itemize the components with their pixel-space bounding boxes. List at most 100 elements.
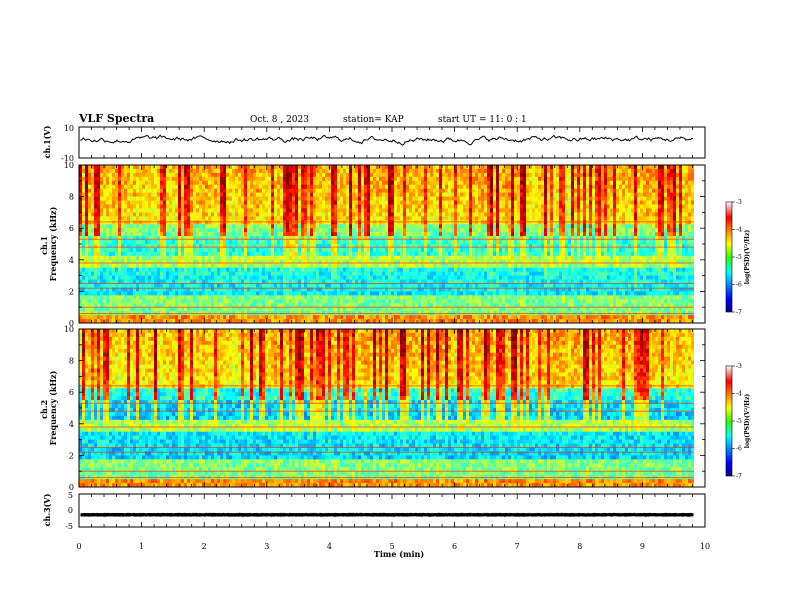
spectrogram-cell <box>154 224 158 229</box>
spectrogram-cell <box>166 244 170 249</box>
spectrogram-cell <box>424 172 428 178</box>
spectrogram-cell <box>187 208 191 213</box>
spectrogram-cell <box>202 236 206 241</box>
spectrogram-cell <box>445 176 449 182</box>
spectrogram-cell <box>172 307 176 312</box>
spectrogram-cell <box>352 299 356 304</box>
spectrogram-cell <box>205 165 209 170</box>
spectrogram-cell <box>85 240 89 245</box>
spectrogram-cell <box>415 295 419 300</box>
spectrogram-cell <box>163 299 167 304</box>
spectrogram-cell <box>355 172 359 178</box>
spectrogram-cell <box>256 295 260 300</box>
spectrogram-cell <box>262 267 266 272</box>
spectrogram-cell <box>232 176 236 182</box>
spectrogram-cell <box>358 315 362 320</box>
spectrogram-cell <box>217 176 221 182</box>
spectrogram-cell <box>211 279 215 284</box>
spectrogram-cell <box>139 295 143 300</box>
spectrogram-cell <box>313 172 317 178</box>
spectrogram-cell <box>166 307 170 312</box>
spectrogram-cell <box>298 319 302 324</box>
spectrogram-cell <box>103 216 107 221</box>
spectrogram-cell <box>136 236 140 241</box>
spectrogram-cell <box>247 307 251 312</box>
spectrogram-cell <box>127 220 131 225</box>
spectrogram-cell <box>214 259 218 265</box>
spectrogram-cell <box>220 224 224 229</box>
spectrogram-cell <box>136 232 140 237</box>
spectrogram-cell <box>124 303 128 308</box>
spectrogram-cell <box>361 275 365 280</box>
spectrogram-cell <box>247 184 251 189</box>
spectrogram-cell <box>181 200 185 205</box>
spectrogram-cell <box>184 295 188 300</box>
spectrogram-cell <box>433 212 437 217</box>
spectrogram-cell <box>82 224 86 229</box>
spectrogram-cell <box>382 200 386 205</box>
spectrogram-cell <box>247 319 251 324</box>
spectrogram-cell <box>136 212 140 217</box>
spectrogram-cell <box>286 271 290 276</box>
spectrogram-cell <box>196 283 200 288</box>
spectrogram-cell <box>277 283 281 288</box>
spectrogram-cell <box>325 307 329 312</box>
spectrogram-cell <box>415 240 419 245</box>
spectrogram-cell <box>226 165 230 170</box>
spectrogram-cell <box>241 263 245 268</box>
spectrogram-cell <box>190 307 194 312</box>
spectrogram-cell <box>136 307 140 312</box>
spectrogram-cell <box>97 299 101 304</box>
spectrogram-cell <box>442 263 446 268</box>
spectrogram-cell <box>319 232 323 237</box>
spectrogram-cell <box>295 299 299 304</box>
spectrogram-cell <box>145 299 149 304</box>
spectrogram-cell <box>172 204 176 209</box>
spectrogram-cell <box>355 279 359 284</box>
spectrogram-cell <box>121 212 125 217</box>
spectrogram-cell <box>436 291 440 296</box>
spectrogram-cell <box>205 232 209 237</box>
spectrogram-cell <box>115 204 119 209</box>
spectrogram-cell <box>187 271 191 276</box>
spectrogram-cell <box>403 232 407 237</box>
spectrogram-cell <box>424 176 428 182</box>
spectrogram-cell <box>109 259 113 265</box>
spectrogram-cell <box>190 180 194 186</box>
spectrogram-cell <box>277 208 281 213</box>
spectrogram-cell <box>424 180 428 186</box>
spectrogram-cell <box>148 244 152 249</box>
spectrogram-cell <box>319 240 323 245</box>
spectrogram-cell <box>244 303 248 308</box>
spectrogram-cell <box>409 319 413 324</box>
spectrogram-cell <box>94 224 98 229</box>
spectrogram-cell <box>439 295 443 300</box>
spectrogram-cell <box>271 307 275 312</box>
spectrogram-cell <box>424 307 428 312</box>
spectrogram-cell <box>415 168 419 174</box>
spectrogram-cell <box>160 244 164 249</box>
spectrogram-cell <box>412 279 416 284</box>
spectrogram-cell <box>274 295 278 300</box>
spectrogram-cell <box>223 251 227 257</box>
spectrogram-cell <box>166 228 170 233</box>
spectrogram-cell <box>316 251 320 257</box>
spectrogram-cell <box>424 251 428 257</box>
spectrogram-cell <box>157 188 161 193</box>
spectrogram-cell <box>226 196 230 201</box>
spectrogram-cell <box>142 204 146 209</box>
spectrogram-cell <box>268 220 272 225</box>
spectrogram-cell <box>208 299 212 304</box>
spectrogram-cell <box>151 315 155 320</box>
spectrogram-cell <box>115 240 119 245</box>
spectrogram-cell <box>172 200 176 205</box>
spectrogram-cell <box>379 251 383 257</box>
spectrogram-cell <box>352 271 356 276</box>
spectrogram-cell <box>328 228 332 233</box>
spectrogram-cell <box>286 319 290 324</box>
spectrogram-cell <box>358 247 362 253</box>
spectrogram-cell <box>181 180 185 186</box>
spectrogram-cell <box>217 244 221 249</box>
spectrogram-cell <box>364 303 368 308</box>
spectrogram-cell <box>433 287 437 292</box>
